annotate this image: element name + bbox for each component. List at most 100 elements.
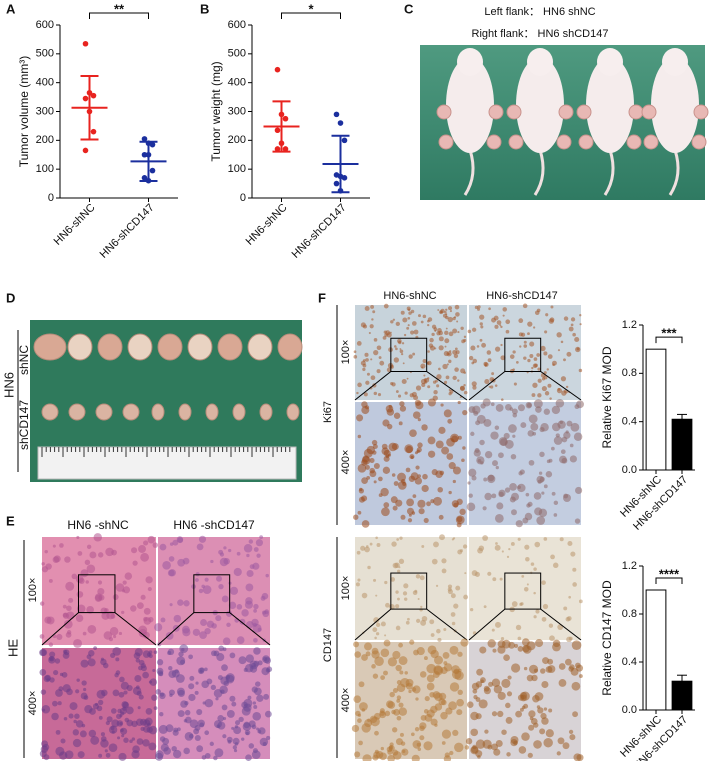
texture <box>374 636 377 640</box>
texture <box>182 628 191 637</box>
texture <box>521 574 525 578</box>
texture <box>396 695 402 700</box>
texture <box>452 328 458 334</box>
texture <box>396 698 401 703</box>
texture <box>48 642 54 647</box>
texture <box>390 320 394 324</box>
texture <box>232 737 240 745</box>
texture <box>204 577 209 582</box>
texture <box>168 556 175 562</box>
texture <box>543 351 548 356</box>
texture <box>125 706 134 715</box>
texture <box>118 631 123 636</box>
texture <box>248 720 256 728</box>
texture <box>204 667 208 672</box>
y-tick-label: 300 <box>36 105 54 117</box>
c-caption: Left flank： HN6 shNC <box>484 6 595 18</box>
texture <box>390 496 398 504</box>
texture <box>565 616 571 622</box>
texture <box>491 493 497 499</box>
texture <box>427 350 430 353</box>
texture <box>377 393 382 397</box>
tumor <box>693 104 709 120</box>
texture <box>49 651 56 658</box>
texture <box>51 712 59 721</box>
texture <box>437 637 442 642</box>
texture <box>155 752 164 761</box>
texture <box>241 737 245 741</box>
texture <box>376 369 381 374</box>
texture <box>39 750 47 758</box>
texture <box>357 382 362 388</box>
texture <box>372 627 378 633</box>
texture <box>221 664 228 671</box>
tumor <box>122 403 140 421</box>
texture <box>516 360 519 364</box>
texture <box>449 350 452 353</box>
texture <box>462 544 468 549</box>
texture <box>177 710 185 718</box>
texture <box>426 674 435 683</box>
y-tick-label: 0.0 <box>622 704 637 716</box>
texture <box>392 505 398 511</box>
texture <box>365 380 370 385</box>
texture <box>452 479 456 484</box>
texture <box>223 546 227 550</box>
texture <box>53 670 59 676</box>
texture <box>434 655 443 665</box>
texture <box>239 618 246 625</box>
texture <box>216 575 223 582</box>
texture <box>266 735 271 741</box>
texture <box>536 308 541 313</box>
texture <box>546 459 551 464</box>
texture <box>156 659 164 666</box>
texture <box>448 306 453 311</box>
texture <box>447 418 453 424</box>
texture <box>411 321 417 326</box>
texture <box>429 337 434 343</box>
texture <box>476 456 485 465</box>
texture <box>494 621 501 628</box>
texture <box>422 314 427 319</box>
mouse-head <box>597 48 623 76</box>
texture <box>130 605 137 612</box>
texture <box>574 336 580 343</box>
texture <box>484 450 493 459</box>
dot <box>149 141 156 148</box>
tumor <box>232 403 246 421</box>
texture <box>422 358 427 364</box>
texture <box>472 385 477 390</box>
texture <box>387 423 393 430</box>
texture <box>364 306 370 311</box>
texture <box>393 481 399 486</box>
texture <box>392 749 399 756</box>
texture <box>100 732 105 737</box>
texture <box>383 502 390 508</box>
texture <box>222 637 231 646</box>
texture <box>457 435 462 440</box>
texture <box>123 737 129 743</box>
y-tick-label: 100 <box>228 163 246 175</box>
texture <box>543 408 551 415</box>
texture <box>469 355 474 361</box>
texture <box>542 603 549 610</box>
texture <box>253 609 257 613</box>
texture <box>415 465 420 470</box>
texture <box>539 728 546 735</box>
texture <box>499 577 503 581</box>
tail <box>603 149 615 196</box>
texture <box>138 694 144 700</box>
texture <box>424 696 430 702</box>
texture <box>144 717 153 726</box>
y-axis-label: Tumor weight (mg) <box>209 61 223 161</box>
texture <box>136 738 144 745</box>
texture <box>162 560 171 570</box>
texture <box>563 606 568 611</box>
texture <box>497 710 504 718</box>
texture <box>184 732 194 741</box>
texture <box>372 754 379 761</box>
texture <box>263 693 270 700</box>
texture <box>410 330 415 335</box>
texture <box>387 754 395 761</box>
texture <box>353 514 359 520</box>
